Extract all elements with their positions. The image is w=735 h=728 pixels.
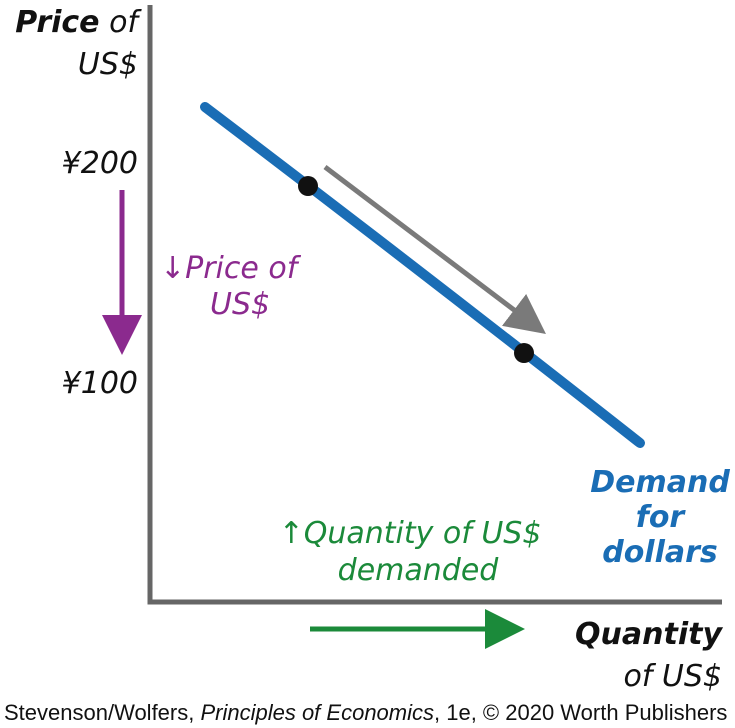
x-axis-title: of US$ bbox=[623, 659, 722, 694]
curve-label: Demand bbox=[590, 465, 730, 500]
quantity-annotation: ↑Quantity of US$ bbox=[279, 516, 542, 551]
y-label: ¥200 bbox=[62, 146, 138, 181]
credit-text: Stevenson/Wolfers, bbox=[4, 700, 200, 725]
quantity-annotation: demanded bbox=[338, 553, 500, 588]
curve-label: dollars bbox=[602, 535, 718, 570]
y-axis-title-bold: Price bbox=[15, 5, 99, 40]
demand-curve bbox=[200, 102, 645, 448]
credit-italic: Principles of Economics bbox=[200, 700, 434, 725]
price-annotation: ↓Price of bbox=[160, 251, 302, 286]
credit-text: , 1e, © 2020 Worth Publishers bbox=[434, 700, 727, 725]
axes bbox=[147, 5, 722, 605]
curve-label: for bbox=[636, 500, 687, 535]
price-annotation: US$ bbox=[210, 287, 270, 322]
point bbox=[514, 343, 534, 363]
movement-arrow bbox=[323, 165, 546, 335]
credit: Stevenson/Wolfers, Principles of Economi… bbox=[4, 700, 727, 725]
point bbox=[298, 176, 318, 196]
x-axis-title: Quantity bbox=[575, 617, 723, 652]
y-label: ¥100 bbox=[62, 366, 138, 401]
y-axis-title: Price of bbox=[15, 5, 142, 40]
y-axis-title: US$ bbox=[78, 47, 138, 82]
y-axis-title-rest: of bbox=[109, 5, 142, 40]
